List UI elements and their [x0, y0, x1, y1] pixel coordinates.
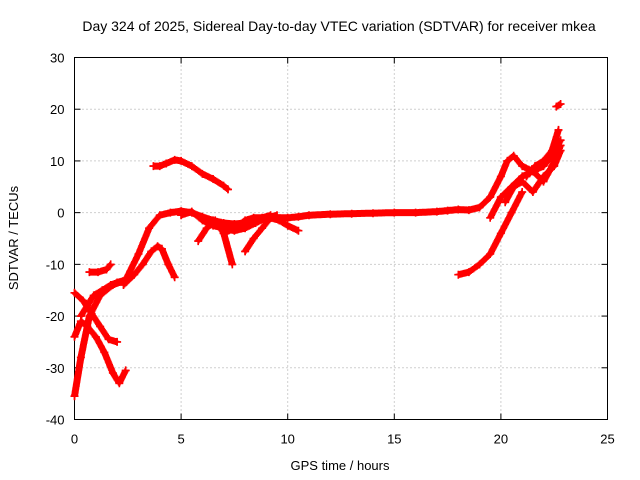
series-markers [71, 317, 130, 387]
x-tick-label: 10 [280, 432, 294, 447]
series-s1 [70, 136, 565, 401]
y-axis-label: SDTVAR / TECUs [6, 185, 21, 290]
series-markers [523, 126, 562, 180]
y-tick-label: -20 [46, 309, 65, 324]
series-markers [454, 188, 526, 279]
y-tick-label: 0 [57, 206, 64, 221]
series-s11 [241, 213, 303, 256]
y-tick-label: 30 [50, 51, 64, 66]
y-tick-label: -10 [46, 257, 65, 272]
x-tick-label: 15 [387, 432, 401, 447]
series-markers [552, 100, 565, 111]
series-s7 [149, 155, 232, 194]
x-axis-label: GPS time / hours [291, 458, 390, 473]
series-s12 [454, 188, 527, 279]
y-tick-label: 10 [50, 154, 64, 169]
chart-title: Day 324 of 2025, Sidereal Day-to-day VTE… [82, 18, 595, 34]
y-tick-label: 20 [50, 102, 64, 117]
series-markers [71, 136, 565, 400]
series-markers [85, 260, 115, 276]
series-markers [501, 147, 565, 206]
series-s3 [70, 317, 130, 388]
series-markers [149, 156, 232, 193]
data-points [70, 100, 565, 401]
series-s10 [219, 211, 275, 238]
x-tick-label: 5 [177, 432, 184, 447]
y-tick-label: -40 [46, 413, 65, 428]
x-tick-label: 0 [71, 432, 78, 447]
series-markers [220, 211, 275, 237]
series-s2 [70, 288, 122, 346]
series-s5 [76, 275, 130, 321]
series-s6 [119, 242, 179, 289]
series-s15 [522, 125, 563, 181]
series-markers [77, 276, 130, 320]
plot-frame [74, 57, 608, 420]
series-markers [241, 214, 302, 255]
series-markers [120, 242, 179, 289]
x-tick-label: 25 [600, 432, 614, 447]
x-tick-label: 20 [494, 432, 508, 447]
axis-ticks: 0 5 10 15 20 25 -40 -30 -20 -10 0 10 20 30 [46, 51, 615, 447]
series-s14 [501, 146, 565, 207]
series-markers [71, 289, 121, 346]
y-tick-label: -30 [46, 361, 65, 376]
grid [74, 57, 608, 420]
series-s4 [85, 260, 115, 277]
series-s16 [552, 100, 565, 111]
